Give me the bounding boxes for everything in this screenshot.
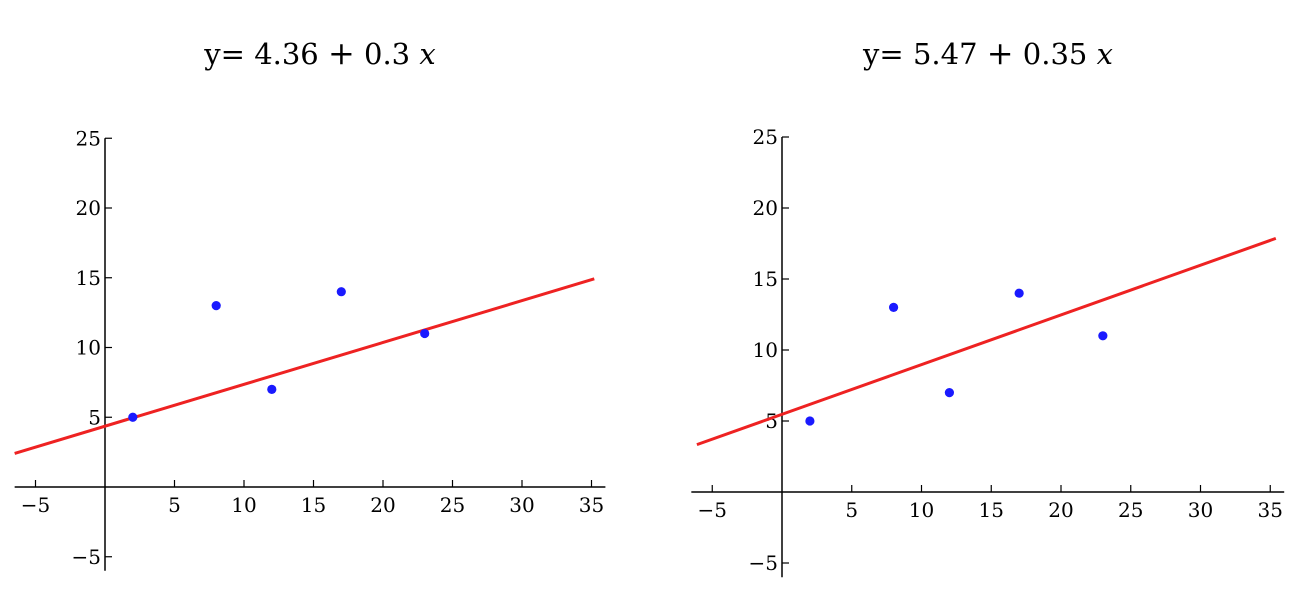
x-tick-label: −5 bbox=[698, 498, 727, 522]
x-tick-label: 30 bbox=[1188, 498, 1213, 522]
title-var: x bbox=[1096, 37, 1113, 71]
title-var: x bbox=[419, 37, 436, 71]
x-tick-label: 15 bbox=[301, 493, 326, 517]
x-tick-label: 35 bbox=[579, 493, 604, 517]
data-point bbox=[128, 412, 138, 422]
regression-plot-right: y= 5.47 + 0.35 x −5 5 10 15 20 25 30 35 25 20 15 10… bbox=[660, 0, 1316, 604]
data-point bbox=[805, 416, 815, 426]
x-tick-label: 15 bbox=[979, 498, 1004, 522]
data-point bbox=[889, 302, 899, 312]
data-point bbox=[420, 328, 430, 339]
x-tick-label: 20 bbox=[370, 493, 395, 517]
y-tick-label: −5 bbox=[72, 545, 101, 569]
x-tick-label: 20 bbox=[1048, 498, 1073, 522]
regression-plot-left: y= 4.36 + 0.3 x −5 5 10 15 20 25 30 35 25 20 15 10 5… bbox=[0, 0, 640, 604]
x-tick-label: 25 bbox=[440, 493, 465, 517]
chart-title-left: y= 4.36 + 0.3 x bbox=[0, 34, 640, 72]
y-tick-label: 10 bbox=[753, 338, 778, 362]
y-tick-label: 5 bbox=[88, 405, 101, 429]
title-slope: 0.3 bbox=[364, 37, 411, 71]
title-plus: + bbox=[327, 34, 355, 72]
y-tick-label: 25 bbox=[753, 125, 778, 149]
x-tick-label: 30 bbox=[509, 493, 534, 517]
chart-canvas-right: −5 5 10 15 20 25 30 35 25 20 15 10 5 −5 bbox=[691, 125, 1285, 578]
x-tick-label: 25 bbox=[1118, 498, 1143, 522]
y-tick-label: 20 bbox=[76, 196, 101, 220]
regression-line bbox=[14, 277, 595, 455]
title-lhs: y= bbox=[863, 37, 904, 71]
data-point bbox=[1098, 331, 1108, 341]
title-slope: 0.35 bbox=[1022, 37, 1088, 71]
y-tick-label: 25 bbox=[76, 126, 101, 150]
x-tick-label: 10 bbox=[909, 498, 934, 522]
chart-title-right: y= 5.47 + 0.35 x bbox=[660, 34, 1316, 72]
data-point bbox=[336, 287, 346, 297]
y-tick-label: 15 bbox=[753, 267, 778, 291]
title-intercept: 5.47 bbox=[912, 37, 978, 71]
data-point bbox=[267, 384, 277, 394]
y-tick-label: −5 bbox=[749, 551, 778, 575]
x-tick-label: 35 bbox=[1258, 498, 1283, 522]
data-point bbox=[944, 388, 954, 398]
chart-canvas-left: −5 5 10 15 20 25 30 35 25 20 15 10 5 −5 bbox=[14, 126, 606, 571]
x-tick-label: 5 bbox=[845, 498, 858, 522]
title-intercept: 4.36 bbox=[254, 37, 319, 71]
data-point bbox=[211, 301, 221, 311]
y-tick-label: 15 bbox=[76, 266, 101, 290]
x-tick-label: 5 bbox=[168, 493, 181, 517]
regression-line bbox=[696, 236, 1277, 447]
x-tick-label: −5 bbox=[21, 493, 50, 517]
y-tick-label: 20 bbox=[753, 196, 778, 220]
x-tick-label: 10 bbox=[231, 493, 256, 517]
title-plus: + bbox=[986, 34, 1014, 72]
y-tick-label: 5 bbox=[765, 409, 778, 433]
title-lhs: y= bbox=[204, 37, 245, 71]
data-point bbox=[1014, 288, 1024, 298]
y-tick-label: 10 bbox=[76, 336, 101, 360]
